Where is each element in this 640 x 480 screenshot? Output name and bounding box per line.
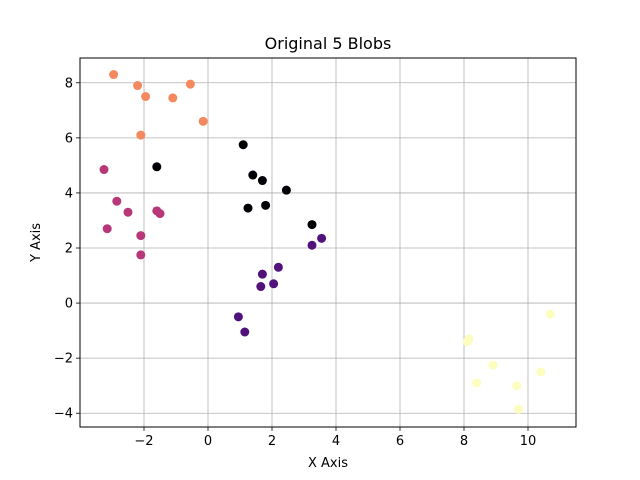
data-point	[185, 79, 195, 89]
data-point	[198, 116, 208, 126]
x-tick-label: 8	[460, 434, 468, 449]
data-point	[155, 209, 165, 219]
data-point	[112, 196, 122, 206]
x-tick-label: 0	[204, 434, 212, 449]
data-point	[141, 92, 151, 102]
data-point	[102, 224, 112, 234]
data-point	[240, 327, 250, 337]
x-tick-label: 4	[332, 434, 340, 449]
axis-ticks: −2 0 2 4 6 8 10 −4 −2 0 2 4 6 8	[54, 76, 536, 449]
data-point	[545, 309, 555, 319]
y-tick-label: 8	[65, 76, 73, 91]
data-point	[109, 70, 119, 80]
y-tick-label: 4	[65, 186, 73, 201]
data-point	[472, 378, 482, 388]
x-tick-label: 2	[268, 434, 276, 449]
data-point	[256, 282, 266, 292]
y-axis-label: Y Axis	[29, 223, 44, 263]
x-axis-label: X Axis	[308, 456, 348, 471]
data-point	[233, 312, 243, 322]
data-point	[238, 140, 248, 150]
data-point	[248, 170, 258, 180]
data-point	[136, 250, 146, 260]
data-point	[136, 130, 146, 140]
y-tick-label: 2	[65, 242, 73, 257]
data-point	[261, 200, 271, 210]
y-tick-label: −4	[54, 407, 73, 422]
x-tick-label: −2	[134, 434, 153, 449]
data-point	[488, 360, 498, 370]
data-point	[307, 240, 317, 250]
x-tick-label: 6	[396, 434, 404, 449]
data-point	[513, 404, 523, 414]
data-point	[317, 233, 327, 243]
data-point	[512, 381, 522, 391]
data-point	[243, 203, 253, 213]
chart-title: Original 5 Blobs	[265, 34, 392, 53]
data-point	[168, 93, 178, 103]
data-point	[269, 279, 279, 289]
data-point	[152, 162, 162, 172]
data-point	[462, 337, 472, 347]
data-point	[257, 176, 267, 186]
grid-lines	[80, 58, 576, 427]
data-point	[133, 81, 143, 91]
data-point	[273, 262, 283, 272]
axes-frame	[79, 57, 577, 428]
data-point	[99, 165, 109, 175]
data-points	[99, 70, 555, 414]
data-point	[281, 185, 291, 195]
data-point	[307, 220, 317, 230]
y-tick-label: 6	[65, 131, 73, 146]
data-point	[123, 207, 133, 217]
data-point	[136, 231, 146, 241]
data-point	[257, 269, 267, 279]
y-tick-label: −2	[54, 352, 73, 367]
y-tick-label: 0	[65, 297, 73, 312]
data-point	[536, 367, 546, 377]
x-tick-label: 10	[520, 434, 537, 449]
